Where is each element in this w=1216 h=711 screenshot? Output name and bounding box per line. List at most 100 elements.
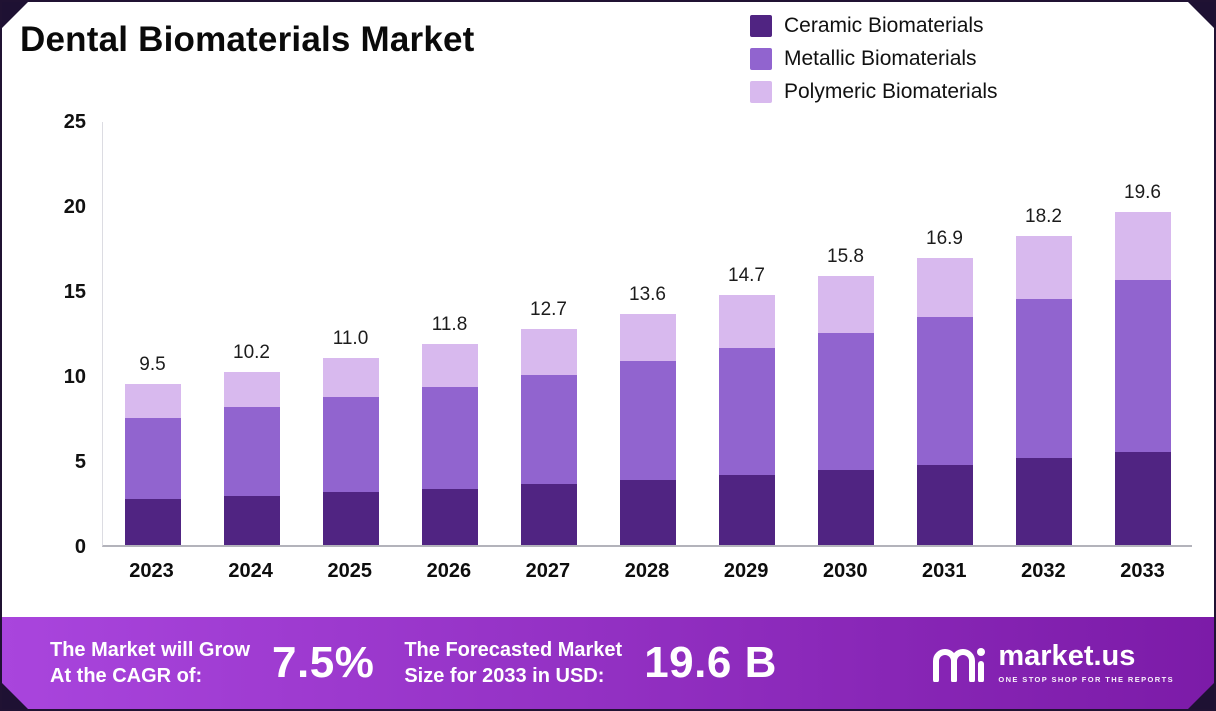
bar-stack [1114, 211, 1171, 545]
bar-total-label: 11.0 [332, 328, 369, 350]
bar-group: 15.8 [796, 122, 895, 545]
bar-total-label: 12.7 [530, 299, 567, 321]
legend-item-ceramic: Ceramic Biomaterials [750, 14, 998, 38]
bar-group: 11.0 [301, 122, 400, 545]
bar-segment-polymeric [916, 257, 973, 318]
bar-segment-metallic [1114, 279, 1171, 452]
x-axis-label: 2028 [624, 560, 670, 582]
brand-name: market.us [998, 640, 1136, 672]
bar-segment-metallic [817, 332, 874, 471]
legend-label-polymeric: Polymeric Biomaterials [784, 80, 998, 103]
corner-accent-top-right [1188, 2, 1214, 28]
bar-segment-polymeric [421, 344, 478, 387]
legend-swatch-metallic [750, 48, 772, 70]
bar-stack [619, 313, 676, 545]
bar-segment-polymeric [520, 329, 577, 376]
y-tick-label: 0 [74, 536, 86, 558]
bar-segment-ceramic [1015, 458, 1072, 545]
bar-segment-polymeric [619, 313, 676, 362]
legend-label-ceramic: Ceramic Biomaterials [784, 14, 984, 37]
bar-total-label: 14.7 [728, 265, 765, 287]
bar-group: 12.7 [499, 122, 598, 545]
corner-accent-bottom-right [1188, 683, 1214, 709]
x-axis-label: 2031 [922, 560, 967, 582]
y-tick-label: 5 [74, 451, 86, 473]
bar-segment-metallic [619, 361, 676, 481]
y-tick-label: 25 [63, 111, 86, 133]
y-tick-label: 20 [63, 196, 86, 218]
cagr-label-line1: The Market will Grow [50, 639, 251, 661]
bar-segment-polymeric [1015, 235, 1072, 299]
bar-segment-metallic [520, 375, 577, 484]
bar-total-label: 18.2 [1025, 205, 1062, 227]
bar-segment-polymeric [124, 383, 181, 418]
x-axis-label: 2030 [822, 560, 868, 582]
brand-text: market.us One Stop Shop For The Reports [998, 640, 1174, 685]
bar-stack [223, 371, 280, 545]
bar-segment-ceramic [520, 483, 577, 545]
bar-segment-ceramic [124, 499, 181, 545]
bar-segment-metallic [124, 417, 181, 500]
bar-segment-metallic [421, 386, 478, 489]
bar-total-label: 11.8 [431, 314, 468, 336]
y-tick-label: 10 [63, 366, 86, 388]
x-axis-label: 2026 [426, 560, 472, 582]
bar-segment-metallic [322, 397, 379, 493]
bar-group: 9.5 [103, 122, 202, 545]
legend-swatch-ceramic [750, 15, 772, 37]
bar-stack [1015, 235, 1072, 545]
x-axis-label: 2023 [129, 560, 174, 582]
bar-segment-polymeric [817, 276, 874, 333]
bar-segment-metallic [916, 317, 973, 466]
chart-title: Dental Biomaterials Market [20, 20, 475, 59]
x-axis-label: 2027 [525, 560, 571, 582]
bar-segment-metallic [718, 347, 775, 476]
bar-group: 19.6 [1093, 122, 1192, 545]
forecast-label-line1: The Forecasted Market [404, 639, 623, 661]
legend: Ceramic Biomaterials Metallic Biomateria… [750, 14, 998, 104]
bar-total-label: 19.6 [1124, 181, 1161, 203]
bar-segment-ceramic [817, 470, 874, 545]
bar-total-label: 13.6 [629, 283, 666, 305]
bar-stack [817, 276, 874, 545]
x-axis-label: 2029 [723, 560, 769, 582]
brand-tagline: One Stop Shop For The Reports [998, 675, 1174, 684]
bar-segment-polymeric [322, 358, 379, 398]
forecast-label: The Forecasted Market Size for 2033 in U… [404, 637, 622, 689]
bar-segment-metallic [1015, 298, 1072, 459]
bar-segment-metallic [223, 407, 280, 496]
bar-segment-ceramic [916, 465, 973, 545]
bar-segment-polymeric [718, 295, 775, 348]
bar-segment-polymeric [1114, 211, 1171, 280]
bar-group: 13.6 [598, 122, 697, 545]
bar-segment-ceramic [223, 495, 280, 545]
legend-label-metallic: Metallic Biomaterials [784, 47, 977, 70]
legend-item-polymeric: Polymeric Biomaterials [750, 80, 998, 104]
x-axis-label: 2025 [327, 560, 372, 582]
y-axis: 0 5 10 15 20 25 [30, 111, 86, 558]
forecast-value: 19.6 B [644, 638, 777, 687]
legend-swatch-polymeric [750, 81, 772, 103]
plot-area: 9.5 10.2 11.0 11.8 12.7 13.6 14.7 15.8 16.9 18.2 1… [102, 122, 1192, 547]
bar-segment-ceramic [421, 488, 478, 545]
bar-segment-ceramic [1114, 451, 1171, 545]
brand-block: market.us One Stop Shop For The Reports [932, 642, 1174, 684]
cagr-value: 7.5% [272, 638, 375, 687]
bar-group: 10.2 [202, 122, 301, 545]
bar-group: 16.9 [895, 122, 994, 545]
bar-total-label: 16.9 [926, 227, 963, 249]
marketus-logo-icon [933, 648, 986, 682]
bar-stack [916, 257, 973, 545]
bar-segment-ceramic [322, 492, 379, 545]
bar-group: 18.2 [994, 122, 1093, 545]
footer-banner: The Market will Grow At the CAGR of: 7.5… [2, 617, 1214, 709]
x-axis-label: 2024 [228, 560, 273, 582]
bar-segment-polymeric [223, 371, 280, 408]
bar-total-label: 10.2 [233, 341, 270, 363]
corner-accent-top-left [2, 2, 28, 28]
forecast-label-line2: Size for 2033 in USD: [404, 665, 605, 687]
bar-total-label: 9.5 [139, 353, 166, 375]
corner-accent-bottom-left [2, 683, 28, 709]
x-axis-label: 2032 [1021, 560, 1066, 582]
